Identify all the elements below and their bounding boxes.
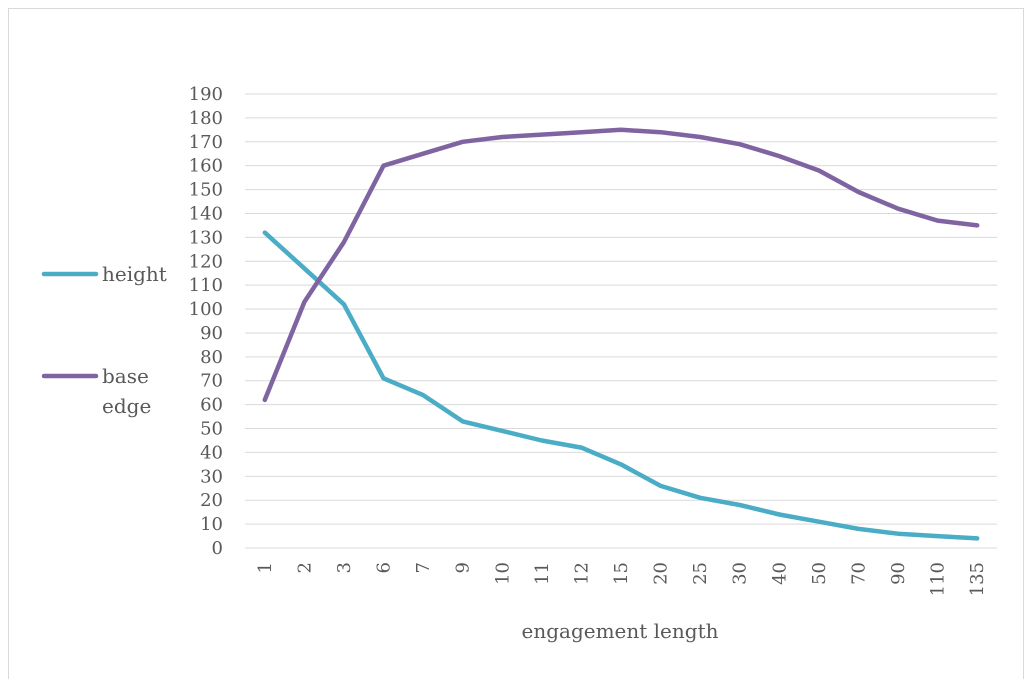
y-tick-label: 40 bbox=[200, 442, 223, 463]
legend-label: height bbox=[102, 262, 167, 286]
y-tick-label: 110 bbox=[189, 275, 223, 296]
series-line-height bbox=[262, 230, 980, 541]
x-tick-label: 3 bbox=[334, 562, 355, 573]
x-tick-label: 20 bbox=[651, 562, 672, 585]
y-tick-label: 80 bbox=[200, 347, 223, 368]
x-tick-label: 90 bbox=[888, 562, 909, 585]
x-tick-label: 1 bbox=[255, 562, 276, 573]
x-tick-label: 6 bbox=[374, 562, 395, 573]
y-tick-label: 30 bbox=[200, 466, 223, 487]
y-tick-label: 150 bbox=[189, 180, 223, 201]
x-tick-label: 11 bbox=[532, 562, 553, 585]
x-axis-title: engagement length bbox=[522, 619, 719, 643]
y-tick-label: 60 bbox=[200, 395, 223, 416]
legend-label-line: edge bbox=[102, 394, 151, 418]
x-tick-label: 7 bbox=[413, 562, 434, 573]
y-tick-label: 100 bbox=[189, 299, 223, 320]
y-tick-label: 20 bbox=[200, 490, 223, 511]
y-tick-label: 140 bbox=[189, 203, 223, 224]
x-tick-label: 135 bbox=[967, 562, 988, 596]
y-tick-label: 70 bbox=[200, 371, 223, 392]
y-tick-label: 170 bbox=[189, 132, 223, 153]
y-tick-label: 0 bbox=[212, 538, 223, 559]
x-tick-label: 10 bbox=[492, 562, 513, 585]
legend-label: base edge bbox=[102, 364, 151, 418]
x-tick-label: 30 bbox=[730, 562, 751, 585]
x-tick-label: 9 bbox=[453, 562, 474, 573]
x-tick-label: 110 bbox=[928, 562, 949, 596]
x-tick-label: 50 bbox=[809, 562, 830, 585]
x-tick-label: 15 bbox=[611, 562, 632, 585]
y-tick-label: 130 bbox=[189, 227, 223, 248]
legend-label-line: base bbox=[102, 364, 149, 388]
y-tick-label: 180 bbox=[189, 108, 223, 129]
x-axis-ticks: 1 2 3 6 7 9 10 11 12 15 20 25 30 40 50 70 90 110 135 bbox=[255, 562, 988, 596]
x-tick-label: 70 bbox=[848, 562, 869, 585]
series-line-base-edge bbox=[262, 127, 980, 403]
y-tick-label: 10 bbox=[200, 514, 223, 535]
y-tick-label: 160 bbox=[189, 156, 223, 177]
y-tick-label: 120 bbox=[189, 251, 223, 272]
chart-frame bbox=[8, 8, 1024, 679]
y-tick-label: 90 bbox=[200, 323, 223, 344]
y-tick-label: 190 bbox=[189, 84, 223, 105]
y-tick-label: 50 bbox=[200, 419, 223, 440]
legend: height base edge bbox=[41, 262, 167, 418]
gridlines bbox=[245, 93, 997, 549]
x-tick-label: 2 bbox=[294, 562, 315, 573]
x-tick-label: 25 bbox=[690, 562, 711, 585]
x-tick-label: 40 bbox=[769, 562, 790, 585]
series-lines bbox=[262, 127, 980, 541]
x-tick-label: 12 bbox=[571, 562, 592, 585]
